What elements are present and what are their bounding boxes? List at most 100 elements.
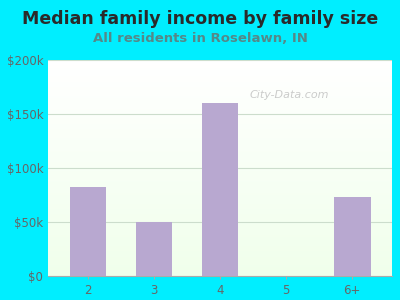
Bar (48, 85, 392, 86)
Bar (48, 140, 392, 141)
Bar (48, 65, 392, 67)
Bar (48, 148, 392, 150)
Bar (48, 167, 392, 168)
Bar (48, 67, 392, 68)
Bar (48, 82, 392, 83)
Bar (48, 159, 392, 160)
Bar (48, 266, 392, 267)
Bar (48, 233, 392, 234)
Bar (48, 235, 392, 236)
Bar (48, 112, 392, 113)
Text: City-Data.com: City-Data.com (249, 90, 328, 100)
Bar (48, 109, 392, 110)
Bar (48, 269, 392, 271)
Bar (48, 247, 392, 248)
Bar (48, 83, 392, 84)
Bar (48, 84, 392, 85)
Bar (48, 258, 392, 259)
Bar (48, 192, 392, 193)
Bar (48, 100, 392, 101)
Bar (48, 185, 392, 186)
Bar (48, 251, 392, 252)
Bar (48, 204, 392, 205)
Bar (70, 188, 106, 276)
Bar (48, 155, 392, 156)
Bar (48, 71, 392, 72)
Bar (48, 73, 392, 74)
Bar (48, 209, 392, 210)
Bar (48, 265, 392, 266)
Bar (48, 225, 392, 226)
Bar (48, 212, 392, 213)
Bar (334, 197, 370, 276)
Bar (48, 146, 392, 148)
Bar (48, 200, 392, 202)
Bar (48, 60, 392, 61)
Bar (48, 197, 392, 198)
Bar (48, 193, 392, 194)
Bar (48, 72, 392, 73)
Bar (48, 165, 392, 166)
Bar (48, 92, 392, 94)
Bar (48, 136, 392, 137)
Bar (48, 97, 392, 98)
Bar (48, 76, 392, 77)
Bar (48, 180, 392, 181)
Bar (48, 64, 392, 65)
Bar (48, 246, 392, 247)
Bar (48, 137, 392, 138)
Bar (48, 124, 392, 125)
Bar (48, 143, 392, 144)
Bar (48, 114, 392, 115)
Bar (48, 227, 392, 229)
Bar (48, 102, 392, 103)
Bar (48, 191, 392, 192)
Bar (48, 238, 392, 239)
Bar (48, 263, 392, 264)
Bar (48, 106, 392, 107)
Bar (48, 242, 392, 244)
Bar (48, 252, 392, 253)
Bar (48, 128, 392, 129)
Bar (48, 194, 392, 195)
Bar (48, 132, 392, 134)
Bar (48, 231, 392, 232)
Bar (48, 210, 392, 211)
Bar (48, 226, 392, 227)
Bar (48, 170, 392, 171)
Bar (48, 264, 392, 265)
Bar (48, 156, 392, 157)
Bar (48, 253, 392, 254)
Bar (48, 75, 392, 76)
Bar (48, 119, 392, 121)
Bar (48, 99, 392, 100)
Bar (48, 152, 392, 153)
Bar (48, 101, 392, 102)
Bar (48, 273, 392, 274)
Bar (48, 161, 392, 163)
Bar (48, 182, 392, 183)
Bar (48, 202, 392, 204)
Bar (48, 259, 392, 260)
Bar (48, 229, 392, 230)
Bar (48, 188, 392, 190)
Bar (48, 211, 392, 212)
Bar (48, 190, 392, 191)
Bar (48, 208, 392, 209)
Bar (48, 139, 392, 140)
Bar (48, 105, 392, 106)
Bar (48, 267, 392, 268)
Bar (48, 70, 392, 71)
Bar (48, 245, 392, 246)
Bar (48, 122, 392, 123)
Bar (48, 240, 392, 242)
Bar (48, 186, 392, 188)
Bar (48, 153, 392, 154)
Bar (48, 164, 392, 165)
Bar (48, 275, 392, 276)
Bar (48, 115, 392, 116)
Bar (48, 195, 392, 196)
Bar (48, 125, 392, 126)
Bar (48, 271, 392, 272)
Bar (48, 89, 392, 90)
